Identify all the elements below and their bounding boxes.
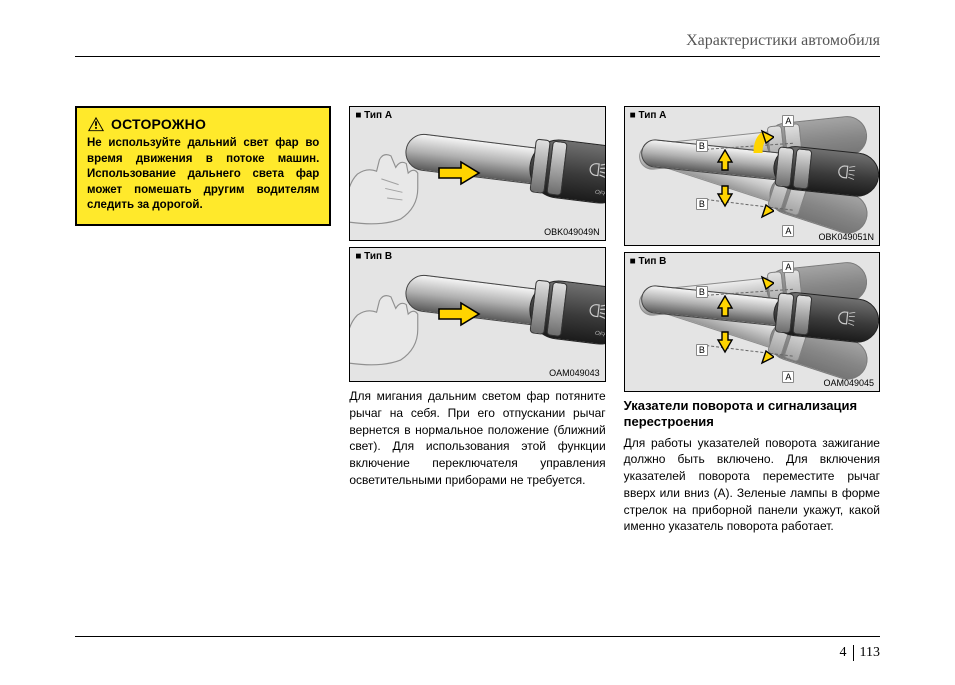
page-number-separator — [853, 645, 854, 661]
warning-box: ОСТОРОЖНО Не используйте дальний свет фа… — [75, 106, 331, 226]
column-3: ■ Тип A OBK049051N — [624, 106, 880, 625]
content-area: ОСТОРОЖНО Не используйте дальний свет фа… — [75, 106, 880, 625]
marker-a: A — [782, 225, 794, 237]
arrow-up-icon — [716, 148, 734, 177]
marker-b: B — [696, 140, 708, 152]
figure-label: ■ Тип A — [355, 110, 392, 121]
arrow-down-icon — [716, 184, 734, 213]
headlamp-icon — [836, 164, 858, 182]
center-lever-icon — [625, 154, 879, 198]
page-section-title: Характеристики автомобиля — [686, 32, 880, 50]
page-number-value: 113 — [860, 645, 880, 661]
figure-flash-type-a: ■ Тип A OBK049049N OFF — [349, 106, 605, 241]
marker-a: A — [782, 261, 794, 273]
footer-rule — [75, 636, 880, 637]
arrow-down-icon — [716, 330, 734, 359]
marker-a: A — [782, 115, 794, 127]
marker-a: A — [782, 371, 794, 383]
column-1: ОСТОРОЖНО Не используйте дальний свет фа… — [75, 106, 331, 625]
center-lever-icon — [625, 300, 879, 344]
headlamp-icon — [836, 310, 858, 328]
turn-signal-heading: Указатели поворота и сигнализация перест… — [624, 398, 880, 431]
chapter-number: 4 — [840, 645, 847, 661]
warning-header: ОСТОРОЖНО — [87, 116, 319, 132]
warning-title: ОСТОРОЖНО — [111, 116, 206, 132]
marker-b: B — [696, 286, 708, 298]
figure-turn-type-b: ■ Тип B OAM049045 — [624, 252, 880, 392]
figure-turn-type-a: ■ Тип A OBK049051N — [624, 106, 880, 246]
turn-signal-paragraph: Для работы указателей поворота зажигание… — [624, 435, 880, 536]
marker-b: B — [696, 344, 708, 356]
column-2: ■ Тип A OBK049049N OFF — [349, 106, 605, 625]
headlamp-icon — [587, 302, 606, 320]
arrow-down-curved-icon — [752, 193, 774, 224]
arrow-right-icon — [437, 301, 481, 332]
figure-label: ■ Тип B — [355, 251, 392, 262]
arrow-up-icon — [716, 294, 734, 323]
arrow-right-icon — [437, 160, 481, 191]
header-rule — [75, 56, 880, 57]
arrow-up-curved-icon — [752, 275, 774, 306]
figure-code: OBK049049N — [544, 227, 600, 237]
page-number: 4 113 — [840, 645, 880, 661]
figure-code: OAM049043 — [549, 368, 600, 378]
headlamp-icon — [587, 161, 606, 179]
arrow-down-curved-icon — [752, 339, 774, 370]
figure-flash-type-b: ■ Тип B OAM049043 OFF — [349, 247, 605, 382]
flash-paragraph: Для мигания дальним светом фар потяните … — [349, 388, 605, 489]
warning-body-text: Не используйте дальний свет фар во время… — [87, 136, 319, 214]
warning-triangle-icon — [87, 116, 105, 132]
marker-b: B — [696, 198, 708, 210]
arrow-up-curved-icon — [752, 129, 774, 160]
